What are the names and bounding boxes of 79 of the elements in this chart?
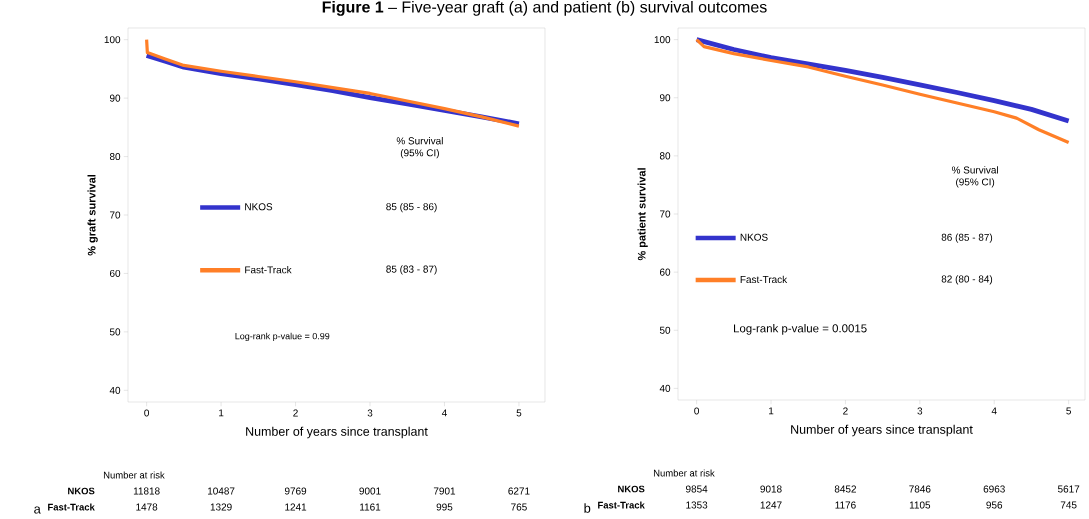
chart-title: Figure 1 – Five-year graft (a) and patient (b) survival outcomes <box>322 0 767 16</box>
text: 6271 <box>508 487 530 495</box>
text: 8452 <box>834 485 856 493</box>
y-tick-label: 90 <box>109 94 121 102</box>
annotation: Log-rank p-value = 0.0015 <box>734 323 867 335</box>
text: 11818 <box>133 487 160 495</box>
text: 9018 <box>760 485 782 493</box>
y-tick-label: 40 <box>109 386 121 394</box>
text: 745 <box>1060 501 1077 509</box>
y-tick-label: 100 <box>104 36 121 44</box>
y-tick-label: 80 <box>659 152 671 160</box>
line-series <box>145 38 521 128</box>
x-tick-label: 5 <box>516 409 522 417</box>
text: 7846 <box>909 485 931 493</box>
y-tick-label: 80 <box>109 153 121 161</box>
text: 995 <box>436 503 453 511</box>
x-tick-label: 5 <box>1066 407 1071 415</box>
annotation: 86 (85 - 87) <box>941 233 993 243</box>
text: 9001 <box>359 487 381 495</box>
text: b <box>584 503 591 513</box>
text: Number at risk <box>653 469 715 477</box>
y-axis-title: % graft survival <box>87 174 98 256</box>
x-tick-label: 4 <box>991 407 997 415</box>
annotation: 85 (83 - 87) <box>386 265 437 275</box>
x-tick-label: 3 <box>917 407 923 415</box>
text: Fast-Track <box>48 503 95 511</box>
x-tick-label: 0 <box>144 409 149 417</box>
text: 1105 <box>909 501 931 509</box>
x-tick-label: 4 <box>441 409 447 417</box>
text: 1353 <box>686 501 708 509</box>
line-series <box>695 38 1071 145</box>
x-tick-label: 2 <box>843 407 848 415</box>
x-tick-label: 3 <box>367 409 373 417</box>
x-tick-label: 1 <box>219 409 224 417</box>
legend-label: Fast-Track <box>245 266 292 274</box>
text: 1478 <box>136 503 158 511</box>
y-tick-label: 60 <box>109 269 121 277</box>
text: 1247 <box>760 501 782 509</box>
text: 9769 <box>284 487 307 495</box>
text: 1176 <box>835 501 856 509</box>
text: Fast-Track <box>598 501 645 509</box>
x-tick-label: 2 <box>293 409 298 417</box>
annotation: % Survival <box>951 166 998 174</box>
text: NKOS <box>618 485 645 493</box>
y-tick-label: 70 <box>109 211 121 219</box>
y-tick-label: 100 <box>654 36 671 44</box>
text: 1161 <box>360 503 381 511</box>
annotation: % Survival <box>396 137 443 145</box>
text: 1241 <box>285 503 307 511</box>
y-tick-label: 50 <box>109 328 121 336</box>
text: 5617 <box>1057 485 1080 493</box>
annotation: (95% CI) <box>400 149 439 159</box>
text: 6963 <box>983 485 1005 493</box>
text: 10487 <box>207 487 235 495</box>
text: 956 <box>986 501 1003 509</box>
y-tick-label: 60 <box>659 268 671 276</box>
text: Number at risk <box>103 471 165 479</box>
legend-label: NKOS <box>740 233 768 241</box>
x-axis-title: Number of years since transplant <box>246 426 428 439</box>
annotation: Log-rank p-value = 0.99 <box>235 332 330 342</box>
annotation: 85 (85 - 86) <box>386 202 437 213</box>
legend-label: NKOS <box>245 203 273 211</box>
x-axis-title: Number of years since transplant <box>791 424 973 437</box>
x-tick-label: 0 <box>694 407 699 415</box>
annotation: (95% CI) <box>956 178 995 188</box>
text: 765 <box>511 503 527 511</box>
y-axis-title: % patient survival <box>637 168 648 261</box>
x-tick-label: 1 <box>769 407 774 415</box>
text: 7901 <box>433 487 456 495</box>
text: a <box>34 506 41 514</box>
text: 9854 <box>686 485 708 493</box>
y-tick-label: 90 <box>659 94 671 102</box>
legend-label: Fast-Track <box>740 275 788 284</box>
y-tick-label: 70 <box>660 210 671 218</box>
text: 1329 <box>210 503 232 511</box>
annotation: 82 (80 - 84) <box>941 275 993 285</box>
y-tick-label: 50 <box>659 326 671 334</box>
text: NKOS <box>68 487 95 495</box>
y-tick-label: 40 <box>659 384 671 392</box>
